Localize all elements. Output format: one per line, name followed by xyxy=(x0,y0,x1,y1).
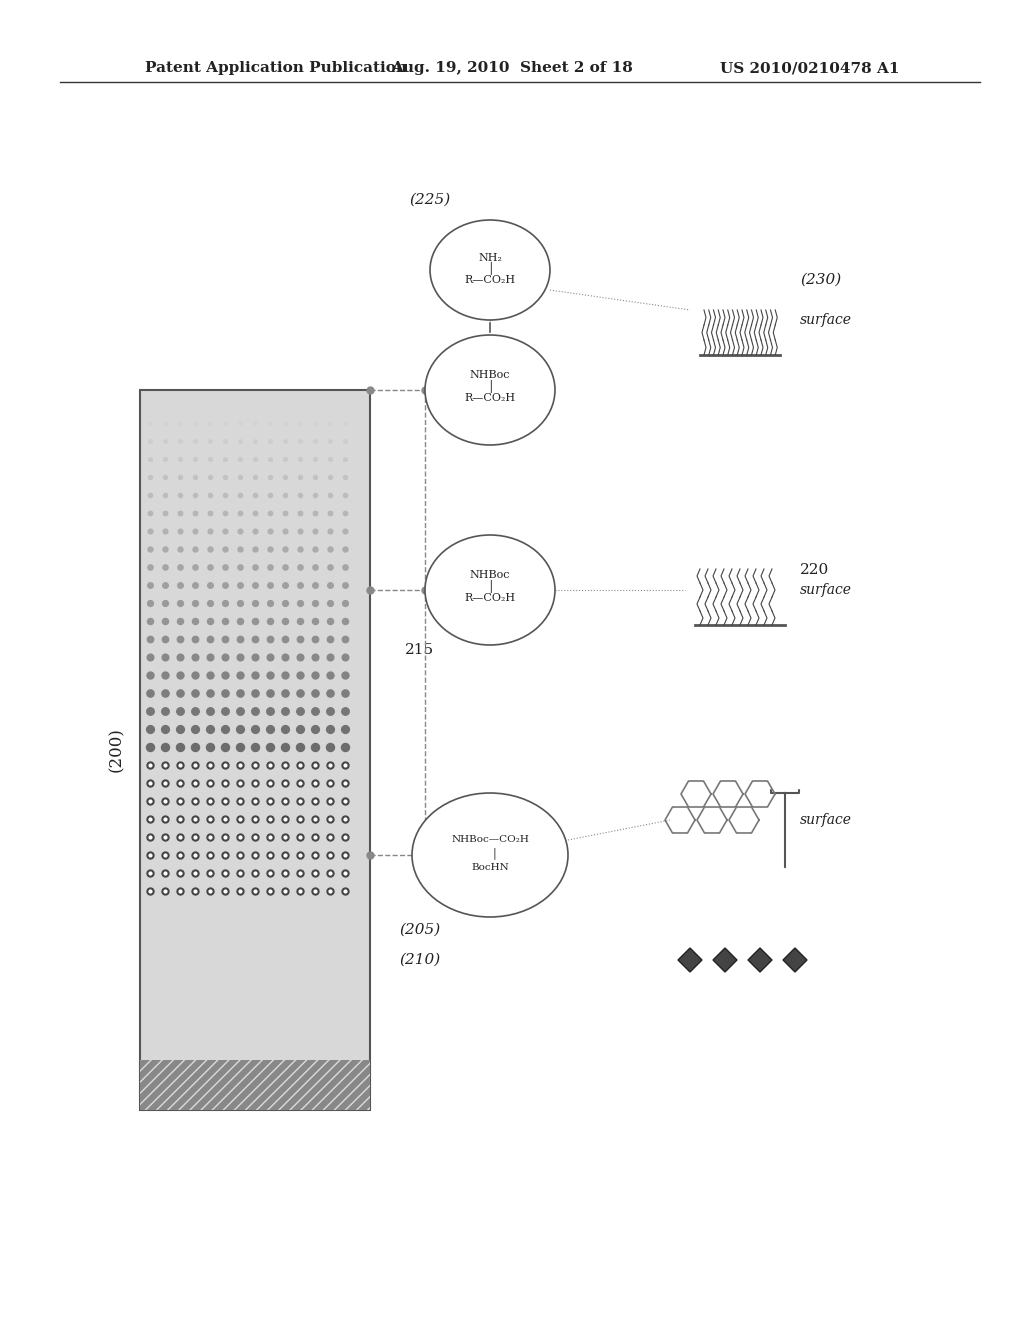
Text: NHBoc: NHBoc xyxy=(470,570,510,579)
Text: Aug. 19, 2010  Sheet 2 of 18: Aug. 19, 2010 Sheet 2 of 18 xyxy=(391,61,633,75)
Text: Patent Application Publication: Patent Application Publication xyxy=(145,61,407,75)
Text: │: │ xyxy=(486,579,494,593)
Ellipse shape xyxy=(412,793,568,917)
Text: R—CO₂H: R—CO₂H xyxy=(465,593,515,603)
Text: 220: 220 xyxy=(800,564,829,577)
Text: (200): (200) xyxy=(108,727,125,772)
Text: │: │ xyxy=(486,261,494,275)
Text: (230): (230) xyxy=(800,273,842,286)
Text: NH₂: NH₂ xyxy=(478,253,502,263)
Text: (205): (205) xyxy=(399,923,440,937)
Ellipse shape xyxy=(425,335,555,445)
Ellipse shape xyxy=(430,220,550,319)
Bar xyxy=(140,1060,370,1110)
Polygon shape xyxy=(748,948,772,972)
Text: R—CO₂H: R—CO₂H xyxy=(465,275,515,285)
Bar xyxy=(140,389,370,1110)
Text: NHBoc—CO₂H: NHBoc—CO₂H xyxy=(451,836,529,845)
Text: BocHN: BocHN xyxy=(471,862,509,871)
Text: (225): (225) xyxy=(410,193,451,207)
Text: R—CO₂H: R—CO₂H xyxy=(465,393,515,403)
Text: │: │ xyxy=(482,847,498,859)
Text: US 2010/0210478 A1: US 2010/0210478 A1 xyxy=(721,61,900,75)
Polygon shape xyxy=(783,948,807,972)
Polygon shape xyxy=(713,948,737,972)
Bar xyxy=(140,1060,370,1110)
Ellipse shape xyxy=(425,535,555,645)
Text: 215: 215 xyxy=(406,643,434,657)
Text: surface: surface xyxy=(800,583,852,597)
Text: surface: surface xyxy=(800,813,852,828)
Polygon shape xyxy=(678,948,702,972)
Text: NHBoc: NHBoc xyxy=(470,370,510,380)
Text: (210): (210) xyxy=(399,953,440,968)
Text: │: │ xyxy=(486,379,494,392)
Text: surface: surface xyxy=(800,313,852,327)
